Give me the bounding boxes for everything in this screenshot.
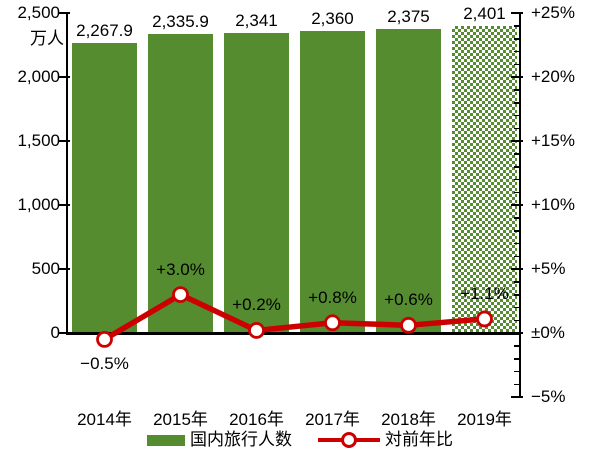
right-axis-tick-label: +20% <box>531 67 575 86</box>
right-axis-minor-tick <box>514 358 519 360</box>
right-axis-minor-tick <box>514 153 519 155</box>
left-axis-tick <box>58 204 70 206</box>
legend-line-marker <box>318 432 380 448</box>
bar-2018年 <box>376 29 441 333</box>
right-axis-minor-tick <box>514 191 519 194</box>
right-axis-major-tick <box>511 12 523 14</box>
right-axis-minor-tick <box>514 38 519 40</box>
left-axis-tick-label: 1,000 <box>17 195 60 214</box>
left-axis-tick <box>58 140 70 142</box>
bar-2019年 <box>452 25 517 333</box>
right-axis-minor-tick <box>514 89 519 91</box>
legend-label: 国内旅行人数 <box>190 430 292 449</box>
right-axis-minor-tick <box>514 319 519 322</box>
legend-bar-swatch <box>147 434 185 446</box>
right-axis-tick-label: ±0% <box>531 323 565 342</box>
right-axis-major-tick <box>511 76 523 78</box>
legend: 国内旅行人数 対前年比 <box>0 430 600 450</box>
legend-item: 対前年比 <box>318 431 453 449</box>
left-axis-line <box>66 13 68 334</box>
right-axis-minor-tick <box>514 306 519 309</box>
x-axis-label-2018年: 2018年 <box>381 410 436 429</box>
bar-2015年 <box>148 34 213 333</box>
x-axis-label-2014年: 2014年 <box>77 410 132 429</box>
right-axis-minor-tick <box>514 102 519 104</box>
right-axis-major-tick <box>511 396 523 398</box>
right-axis-minor-tick <box>514 370 519 373</box>
right-axis-tick-label: +10% <box>531 195 575 214</box>
left-axis-tick-label: 500 <box>31 259 60 278</box>
left-axis-tick-label: 2,500 <box>17 3 60 22</box>
yoy-point-label: +0.6% <box>384 290 433 310</box>
right-axis-tick-label: +5% <box>531 259 566 278</box>
yoy-point-label: −0.5% <box>80 354 129 374</box>
right-axis-minor-tick <box>514 217 519 219</box>
x-axis-label-2015年: 2015年 <box>153 410 208 429</box>
bar-value-label: 2,335.9 <box>152 12 209 31</box>
x-axis-label-2019年: 2019年 <box>457 410 512 429</box>
x-axis-label-2017年: 2017年 <box>305 410 360 429</box>
right-axis-major-tick <box>511 140 523 142</box>
bar-value-label: 2,341 <box>235 11 278 31</box>
right-axis-tick-label: −5% <box>531 387 566 406</box>
right-axis-minor-tick <box>514 63 519 66</box>
right-axis-major-tick <box>511 204 523 206</box>
yoy-point-label: +1.1% <box>460 283 509 303</box>
legend-line-dot <box>341 432 357 448</box>
bar-value-label: 2,401 <box>463 3 506 23</box>
right-axis-minor-tick <box>514 166 519 168</box>
left-axis-tick-label: 1,500 <box>17 131 60 150</box>
yoy-point-label: +0.2% <box>232 295 281 315</box>
left-axis-tick <box>58 268 70 270</box>
right-axis-tick-label: +15% <box>531 131 575 150</box>
left-axis-tick-label: 0 <box>50 323 60 342</box>
right-axis-minor-tick <box>514 25 519 27</box>
zero-baseline <box>66 331 521 335</box>
yoy-point-label: +3.0% <box>156 259 205 279</box>
bar-2014年 <box>72 42 137 333</box>
bar-2017年 <box>300 30 365 333</box>
legend-label: 対前年比 <box>385 430 453 449</box>
right-axis-minor-tick <box>514 345 519 347</box>
right-axis-minor-tick <box>514 178 519 181</box>
right-axis-minor-tick <box>514 114 519 117</box>
yoy-point-label: +0.8% <box>308 287 357 307</box>
left-axis-tick <box>58 76 70 78</box>
right-axis-minor-tick <box>514 255 519 258</box>
yoy-point-marker-2014年 <box>96 330 113 348</box>
bar-value-label: 2,375 <box>387 7 430 26</box>
bar-value-label: 2,267.9 <box>76 20 133 40</box>
left-axis-tick-label: 2,000 <box>17 67 60 86</box>
right-axis-minor-tick <box>514 242 519 245</box>
right-axis-major-tick <box>511 268 523 270</box>
right-axis-minor-tick <box>514 383 519 386</box>
left-axis-tick <box>58 12 70 14</box>
left-axis-tick <box>58 332 70 334</box>
right-axis-tick-label: +25% <box>531 3 575 22</box>
legend-item: 国内旅行人数 <box>147 431 292 449</box>
bar-2016年 <box>224 33 289 333</box>
bar-value-label: 2,360 <box>311 8 354 28</box>
left-axis-unit-label: 万人 <box>30 29 64 48</box>
right-axis-minor-tick <box>514 230 519 232</box>
right-axis-minor-tick <box>514 127 519 130</box>
right-axis-minor-tick <box>514 281 519 283</box>
right-axis-minor-tick <box>514 50 519 53</box>
x-axis-label-2016年: 2016年 <box>229 410 284 429</box>
right-axis-minor-tick <box>514 294 519 296</box>
